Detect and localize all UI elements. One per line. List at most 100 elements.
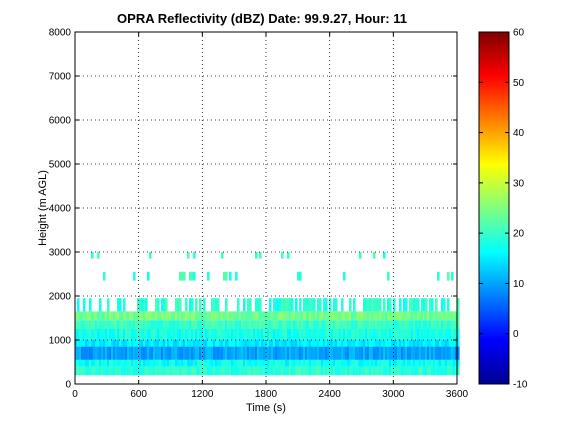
heat-cell [347,366,350,376]
heat-cell [211,329,214,340]
heat-cell [415,320,418,329]
heat-cell [423,366,426,376]
heat-cell [271,359,274,367]
heat-cell [193,320,196,329]
heat-cell [235,311,238,321]
heat-cell [93,311,96,321]
heat-cell [187,359,190,367]
heat-cell [149,320,152,329]
heat-cell [119,320,122,329]
heat-cell [127,320,130,329]
heat-cell [291,340,294,347]
heat-cell [129,311,132,321]
heat-cell [173,340,176,347]
heat-cell [443,366,446,376]
heat-cell [261,346,264,360]
heat-cell [237,346,240,360]
heat-cell [133,359,136,367]
heat-cell [447,346,450,360]
heat-cell [109,346,112,360]
heat-cell [109,320,112,329]
heat-cell [263,320,266,329]
heat-cell [197,359,200,367]
heat-cell [167,329,170,340]
heat-cell [381,329,384,340]
heat-cell [137,346,140,360]
heat-cell [437,311,440,321]
heat-cell [287,298,290,312]
heat-cell [431,320,434,329]
heat-cell [265,366,268,376]
heat-cell [159,366,162,376]
heat-cell [301,366,304,376]
heat-cell [387,346,390,360]
heat-cell [311,298,314,312]
heat-cell [81,366,84,376]
heat-cell [449,366,452,376]
heat-cell [385,320,388,329]
heat-cell [309,340,312,347]
heat-cell [327,340,330,347]
heat-cell [193,252,196,259]
heat-cell [409,346,412,360]
heat-cell [211,298,214,312]
heat-cell [115,366,118,376]
heat-cell [457,329,460,340]
heat-cell [215,366,218,376]
heat-cell [113,366,116,376]
colorbar-gradient [479,32,509,384]
heat-cell [441,329,444,340]
heat-cell [255,329,258,340]
heat-cell [317,298,320,312]
heat-cell [343,346,346,360]
heat-cell [423,298,426,312]
heat-cell [253,311,256,321]
heat-cell [457,311,460,321]
heat-cell [323,320,326,329]
heat-cell [419,346,422,360]
heat-cell [319,329,322,340]
heat-cell [273,346,276,360]
heat-cell [301,346,304,360]
heat-cell [227,329,230,340]
heat-cell [165,320,168,329]
heat-cell [157,320,160,329]
heat-cell [195,320,198,329]
heat-cell [367,298,370,312]
heat-cell [299,346,302,360]
heat-cell [97,346,100,360]
heat-cell [201,329,204,340]
heat-cell [205,329,208,340]
heat-cell [177,340,180,347]
heat-cell [265,359,268,367]
heat-cell [337,329,340,340]
heat-cell [133,329,136,340]
heat-cell [287,366,290,376]
heat-cell [433,359,436,367]
heat-cell [365,320,368,329]
heat-cell [397,311,400,321]
heat-cell [195,366,198,376]
heat-cell [421,329,424,340]
colorbar-tick-label: 30 [513,178,525,189]
heat-cell [259,252,262,259]
heat-cell [165,329,168,340]
heat-cell [303,311,306,321]
heat-cell [207,329,210,340]
heat-cell [291,346,294,360]
heat-cell [147,271,150,281]
heat-cell [141,329,144,340]
heat-cell [417,340,420,347]
heat-cell [329,340,332,347]
heat-cell [113,311,116,321]
y-tick-label: 7000 [49,72,72,83]
heat-cell [199,366,202,376]
heat-cell [213,311,216,321]
heat-cell [389,320,392,329]
heat-cell [133,320,136,329]
heat-cell [413,346,416,360]
heat-cell [119,329,122,340]
heat-cell [281,252,284,259]
heat-cell [429,329,432,340]
heat-cell [271,329,274,340]
